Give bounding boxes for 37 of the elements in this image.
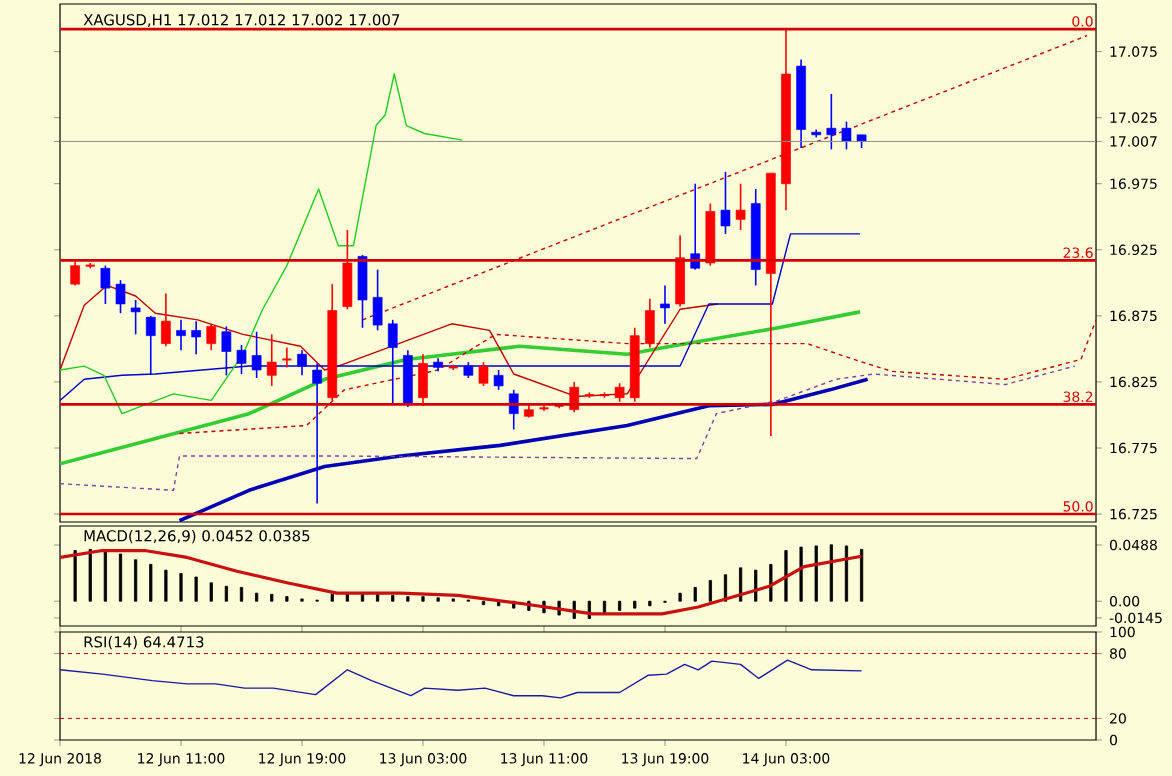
candlestick — [342, 229, 353, 311]
line-series — [177, 377, 870, 522]
candlestick — [145, 315, 156, 375]
candlestick — [841, 120, 852, 151]
candlestick — [675, 234, 685, 308]
candlestick — [176, 319, 186, 352]
candlestick — [100, 264, 111, 305]
line-series — [60, 310, 862, 466]
candlestick — [191, 320, 201, 355]
candlestick — [720, 171, 731, 235]
candlestick — [735, 182, 746, 231]
candlestick — [826, 93, 837, 151]
candlestick — [251, 330, 262, 379]
candlestick — [115, 279, 126, 315]
candlestick — [161, 292, 171, 348]
candlestick — [387, 319, 398, 406]
candlestick — [418, 353, 428, 407]
candlestick — [372, 268, 383, 332]
candlestick — [281, 346, 293, 369]
candlestick — [357, 254, 368, 329]
candlestick — [645, 297, 655, 349]
candlestick — [221, 325, 232, 377]
line-series — [60, 659, 863, 699]
candlestick — [297, 349, 307, 377]
candlestick — [206, 322, 217, 352]
candlestick — [130, 299, 141, 336]
candlestick — [614, 382, 625, 403]
line-series — [60, 73, 464, 415]
candlestick — [266, 333, 277, 387]
line-series — [60, 233, 861, 402]
candlestick — [312, 362, 322, 505]
candlestick — [493, 369, 504, 391]
candlestick — [403, 349, 413, 408]
candlestick — [478, 361, 489, 387]
candlestick — [236, 344, 247, 375]
line-series — [60, 548, 864, 616]
candlestick — [660, 284, 670, 325]
